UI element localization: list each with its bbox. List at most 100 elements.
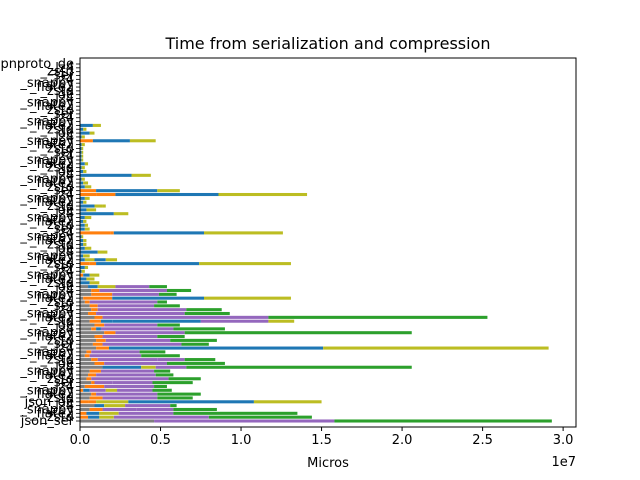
bar-68-segment-2 bbox=[84, 162, 89, 166]
y-tick-label: _lz4 bbox=[48, 379, 74, 394]
y-tick-label: _flate2 bbox=[29, 157, 74, 172]
bar-27-segment-3 bbox=[100, 319, 113, 323]
bar-41-segment-1 bbox=[80, 265, 85, 269]
bar-6-segment-2 bbox=[88, 400, 97, 404]
bar-5-segment-4 bbox=[125, 404, 171, 408]
x-axis-offset-label: 1e7 bbox=[551, 455, 576, 470]
y-tick-label: _lz4 bbox=[48, 188, 74, 203]
y-tick-label: _flate2 bbox=[29, 368, 74, 383]
x-tick-label: 2.5 bbox=[472, 433, 493, 448]
bar-3-segment-3 bbox=[99, 411, 119, 415]
bar-66-segment-1 bbox=[80, 169, 84, 174]
y-tick-label: _snappy bbox=[19, 402, 74, 417]
bar-50-segment-1 bbox=[80, 231, 111, 235]
bar-11-segment-4 bbox=[112, 381, 153, 385]
bar-66-segment-2 bbox=[83, 169, 87, 174]
bar-21-segment-4 bbox=[181, 342, 209, 346]
y-tick-label: _flate2 bbox=[29, 176, 74, 191]
bar-25-segment-5 bbox=[173, 327, 225, 331]
y-tick-label: _flate2 bbox=[29, 310, 74, 325]
bar-69-segment-2 bbox=[81, 158, 84, 162]
bar-28-segment-4 bbox=[268, 315, 488, 319]
y-tick-label: _ser bbox=[46, 260, 74, 275]
y-axis: json_ser_zstd_flate2_snappy_lz4json_de_z… bbox=[0, 57, 80, 429]
bar-39-segment-3 bbox=[89, 273, 100, 277]
y-tick-label: _zstd bbox=[40, 180, 74, 195]
bar-55-segment-2 bbox=[113, 212, 129, 216]
bar-14-segment-3 bbox=[100, 369, 155, 373]
y-tick-label: _lz4 bbox=[48, 61, 74, 76]
y-tick-label: _flate2 bbox=[29, 387, 74, 402]
bar-25-segment-2 bbox=[91, 327, 97, 331]
bar-47-segment-1 bbox=[80, 242, 84, 246]
bar-5-segment-5 bbox=[170, 404, 177, 408]
bar-31-segment-1 bbox=[80, 304, 90, 308]
y-tick-label: _lz4 bbox=[48, 226, 74, 241]
y-tick-label: _lz4 bbox=[48, 360, 74, 375]
bar-10-segment-3 bbox=[104, 384, 155, 388]
bar-60-segment-4 bbox=[218, 192, 308, 197]
y-tick-label: capnproto_de bbox=[0, 57, 74, 72]
bar-55-segment-1 bbox=[80, 212, 114, 216]
bar-23-segment-2 bbox=[94, 335, 103, 339]
y-tick-label: _snappy bbox=[19, 230, 74, 245]
bar-20-segment-1 bbox=[80, 346, 97, 350]
bar-27-segment-5 bbox=[200, 319, 269, 323]
bar-8-segment-1 bbox=[80, 392, 92, 396]
bar-25-segment-1 bbox=[80, 327, 92, 331]
bar-9-segment-4 bbox=[105, 388, 118, 392]
y-tick-label: _snappy bbox=[19, 268, 74, 283]
bar-3-segment-1 bbox=[80, 411, 87, 415]
bar-57-segment-3 bbox=[102, 204, 106, 208]
bar-26-segment-3 bbox=[104, 323, 158, 327]
bar-36-segment-5 bbox=[149, 285, 167, 289]
bar-12-segment-3 bbox=[91, 377, 169, 381]
bar-64-segment-2 bbox=[81, 177, 85, 181]
y-tick-label: _snappy bbox=[19, 383, 74, 398]
y-tick-label: _zstd bbox=[40, 391, 74, 406]
bar-76-segment-1 bbox=[80, 131, 90, 135]
y-tick-label: _zstd bbox=[40, 276, 74, 291]
bar-42-segment-4 bbox=[199, 262, 291, 266]
x-tick-label: 1.5 bbox=[311, 433, 332, 448]
bar-61-segment-2 bbox=[96, 189, 158, 193]
bar-62-segment-2 bbox=[84, 185, 92, 189]
bar-61-segment-1 bbox=[80, 189, 97, 193]
x-axis: 0.0 0.5 1.0 1.5 2.0 2.5 3.0 bbox=[70, 427, 573, 448]
y-tick-label: _snappy bbox=[19, 191, 74, 206]
bar-17-segment-4 bbox=[157, 358, 185, 362]
y-tick-label: _zstd bbox=[40, 314, 74, 329]
bar-16-segment-3 bbox=[104, 361, 167, 365]
bar-48-segment-1 bbox=[80, 239, 84, 243]
bar-35-segment-4 bbox=[166, 288, 192, 293]
bar-47-segment-2 bbox=[83, 242, 87, 246]
bar-3-segment-4 bbox=[118, 411, 174, 415]
bar-32-segment-1 bbox=[80, 300, 85, 304]
bar-18-segment-1 bbox=[80, 354, 85, 358]
bar-10-segment-2 bbox=[84, 384, 105, 388]
y-tick-label: _snappy bbox=[19, 172, 74, 187]
y-tick-label: _snappy bbox=[19, 76, 74, 91]
bar-28-segment-3 bbox=[102, 315, 269, 319]
y-tick-label: json_ser bbox=[20, 414, 75, 429]
bar-42-segment-3 bbox=[96, 262, 200, 266]
bar-6-segment-3 bbox=[96, 400, 129, 404]
bar-77-segment-2 bbox=[83, 127, 87, 131]
bar-60-segment-1 bbox=[80, 192, 97, 197]
y-tick-label: _zstd bbox=[40, 218, 74, 233]
bar-30-segment-4 bbox=[186, 308, 222, 312]
y-tick-label: _flate2 bbox=[29, 80, 74, 95]
bar-50-segment-4 bbox=[204, 231, 283, 235]
bar-71-segment-1 bbox=[80, 150, 82, 154]
chart-title: Time from serialization and compression bbox=[164, 34, 490, 53]
bar-14-segment-4 bbox=[154, 369, 171, 373]
bar-36-segment-3 bbox=[97, 285, 116, 289]
bar-27-segment-4 bbox=[112, 319, 201, 323]
bar-73-segment-1 bbox=[80, 143, 82, 147]
bar-45-segment-2 bbox=[97, 250, 108, 254]
bar-29-segment-4 bbox=[184, 311, 230, 316]
y-tick-label: _zstd bbox=[40, 84, 74, 99]
y-tick-label: _zstd bbox=[40, 410, 74, 425]
bar-29-segment-1 bbox=[80, 311, 89, 316]
bar-15-segment-4 bbox=[155, 365, 187, 369]
